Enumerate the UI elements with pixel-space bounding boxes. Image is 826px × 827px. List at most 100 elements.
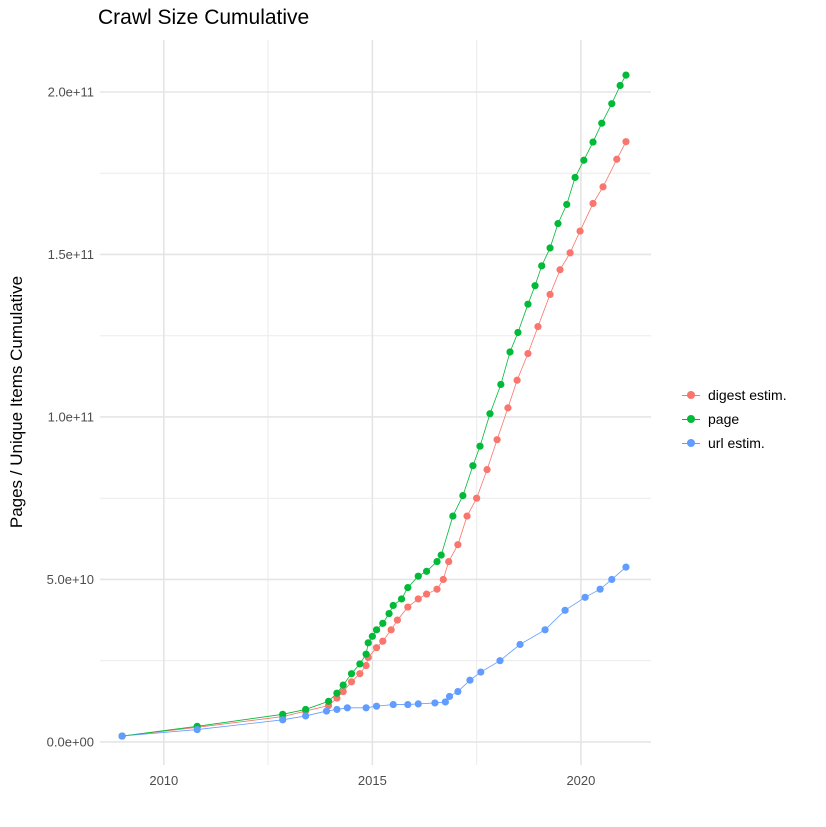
data-point bbox=[347, 670, 356, 678]
data-point bbox=[343, 704, 351, 712]
data-point bbox=[445, 692, 454, 701]
data-point bbox=[118, 732, 126, 740]
data-point bbox=[571, 173, 579, 182]
y-tick-label: 0.0e+00 bbox=[47, 734, 94, 749]
data-point bbox=[599, 183, 607, 191]
data-point bbox=[437, 551, 445, 559]
data-point bbox=[193, 725, 201, 734]
data-point bbox=[497, 380, 505, 389]
data-point bbox=[431, 699, 439, 707]
data-point bbox=[476, 442, 484, 450]
x-tick-label: 2020 bbox=[566, 773, 595, 788]
data-point bbox=[622, 71, 630, 79]
data-point bbox=[387, 626, 395, 634]
data-point bbox=[364, 639, 372, 647]
legend-label: digest estim. bbox=[708, 387, 787, 403]
data-point bbox=[622, 138, 630, 146]
data-point bbox=[616, 81, 624, 90]
data-point bbox=[385, 609, 393, 618]
data-point bbox=[372, 702, 381, 710]
data-point bbox=[339, 681, 347, 689]
data-point bbox=[513, 376, 521, 384]
data-point bbox=[504, 404, 512, 412]
data-point bbox=[531, 282, 539, 290]
legend-key-icon bbox=[680, 409, 702, 429]
data-point bbox=[486, 410, 494, 418]
data-point bbox=[404, 583, 412, 592]
data-point bbox=[524, 349, 532, 358]
y-tick-label: 1.5e+11 bbox=[48, 247, 94, 262]
data-point bbox=[554, 220, 562, 228]
data-point bbox=[414, 700, 422, 708]
data-point bbox=[463, 512, 471, 520]
data-point bbox=[379, 637, 387, 645]
data-point bbox=[414, 595, 422, 603]
data-point bbox=[454, 541, 462, 549]
data-point bbox=[356, 670, 364, 678]
data-point bbox=[356, 660, 364, 668]
data-point bbox=[566, 249, 574, 257]
data-point bbox=[493, 436, 501, 444]
data-point bbox=[393, 616, 401, 624]
data-point bbox=[473, 494, 481, 502]
legend-label: page bbox=[708, 411, 740, 427]
data-point bbox=[324, 697, 333, 705]
data-point bbox=[563, 200, 571, 209]
data-point bbox=[441, 698, 449, 706]
data-point bbox=[347, 678, 356, 686]
data-point bbox=[439, 575, 447, 584]
series-line-url-estim- bbox=[122, 566, 627, 737]
x-tick-label: 2010 bbox=[149, 773, 178, 788]
data-point bbox=[333, 689, 341, 697]
data-point bbox=[596, 585, 604, 593]
y-tick-label: 1.0e+11 bbox=[48, 409, 94, 424]
data-point bbox=[404, 700, 412, 709]
data-point bbox=[598, 119, 606, 127]
data-point bbox=[469, 462, 477, 470]
data-point bbox=[561, 606, 569, 614]
data-point bbox=[422, 590, 431, 598]
data-point bbox=[433, 557, 441, 566]
data-point bbox=[514, 328, 522, 337]
data-point bbox=[608, 575, 616, 584]
data-point bbox=[516, 640, 524, 649]
data-point bbox=[589, 138, 597, 146]
data-point bbox=[608, 100, 616, 108]
data-point bbox=[372, 644, 381, 652]
y-tick-label: 2.0e+11 bbox=[48, 84, 94, 99]
data-point bbox=[372, 626, 381, 634]
data-point bbox=[613, 155, 621, 163]
data-point bbox=[279, 710, 287, 718]
data-point bbox=[362, 704, 370, 712]
data-point bbox=[538, 262, 546, 270]
data-point bbox=[322, 707, 331, 715]
data-point bbox=[496, 657, 504, 665]
data-point bbox=[414, 572, 422, 580]
data-point bbox=[339, 687, 347, 696]
data-point bbox=[506, 348, 514, 356]
data-point bbox=[422, 567, 431, 575]
data-point bbox=[483, 466, 491, 474]
data-point bbox=[546, 244, 554, 252]
data-point bbox=[333, 705, 341, 714]
data-point bbox=[622, 563, 630, 571]
legend-key-icon bbox=[680, 433, 702, 453]
data-point bbox=[449, 512, 457, 520]
data-point bbox=[580, 156, 588, 164]
legend-item: page bbox=[680, 407, 787, 431]
data-point bbox=[534, 323, 542, 331]
data-point bbox=[581, 593, 589, 601]
data-point bbox=[459, 492, 467, 500]
data-point bbox=[362, 661, 370, 670]
data-point bbox=[397, 595, 406, 603]
data-point bbox=[541, 626, 549, 634]
legend: digest estim. page url estim. bbox=[680, 383, 787, 455]
data-point bbox=[389, 601, 397, 610]
x-tick-label: 2015 bbox=[358, 773, 387, 788]
chart-title: Crawl Size Cumulative bbox=[98, 6, 310, 29]
data-point bbox=[389, 700, 397, 709]
data-point bbox=[379, 619, 387, 627]
data-point bbox=[362, 650, 370, 658]
